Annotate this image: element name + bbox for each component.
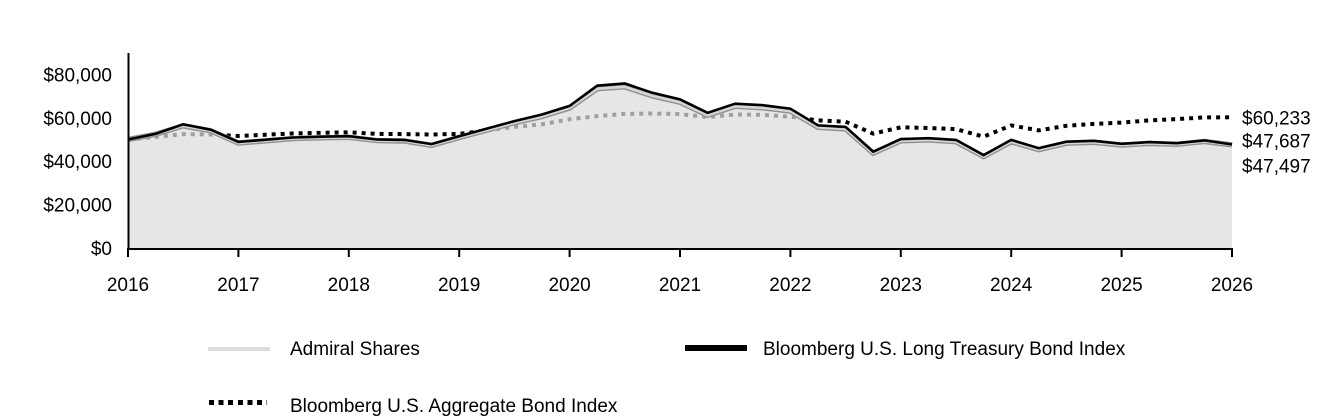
end-label-long-treasury: $47,687 <box>1242 132 1311 153</box>
y-axis-tick-label: $0 <box>91 239 112 260</box>
series-end-labels: $60,233 $47,687 $47,497 <box>1242 108 1311 177</box>
legend-label-long-treasury-index: Bloomberg U.S. Long Treasury Bond Index <box>763 339 1126 360</box>
axis-labels: $0 $20,000 $40,000 $60,000 $80,000 2016 2017 20… <box>43 65 1253 296</box>
end-label-aggregate: $60,233 <box>1242 108 1311 129</box>
x-axis-tick-label: 2017 <box>217 275 259 296</box>
y-axis-tick-label: $80,000 <box>43 65 112 86</box>
legend-swatch-aggregate-bond-index <box>209 400 267 405</box>
x-axis-tick-label: 2020 <box>548 275 590 296</box>
x-axis-tick-label: 2021 <box>659 275 701 296</box>
x-axis-tick-label: 2016 <box>107 275 149 296</box>
series-aggregate-bond-line <box>127 111 1233 142</box>
y-axis-tick-label: $60,000 <box>43 109 112 130</box>
x-axis-tick-label: 2022 <box>769 275 811 296</box>
series-long-treasury-line <box>127 82 1233 157</box>
legend-label-admiral-shares: Admiral Shares <box>290 339 420 360</box>
x-axis-tick-label: 2026 <box>1211 275 1253 296</box>
axes <box>127 53 1233 257</box>
performance-line-chart: $0 $20,000 $40,000 $60,000 $80,000 2016 2017 20… <box>43 53 1311 296</box>
plot-area <box>127 82 1233 248</box>
y-axis-tick-label: $20,000 <box>43 196 112 217</box>
legend-swatch-admiral-shares <box>208 347 270 351</box>
end-label-admiral: $47,497 <box>1242 157 1311 178</box>
x-axis-tick-label: 2025 <box>1100 275 1142 296</box>
legend-label-aggregate-bond-index: Bloomberg U.S. Aggregate Bond Index <box>290 396 618 417</box>
series-admiral-area-fill <box>128 86 1232 248</box>
legend-swatch-long-treasury-index <box>685 345 747 351</box>
y-axis-tick-label: $40,000 <box>43 152 112 173</box>
x-axis-tick-label: 2019 <box>438 275 480 296</box>
x-axis-tick-label: 2023 <box>880 275 922 296</box>
x-axis-tick-label: 2024 <box>990 275 1033 296</box>
x-axis-tick-label: 2018 <box>328 275 370 296</box>
